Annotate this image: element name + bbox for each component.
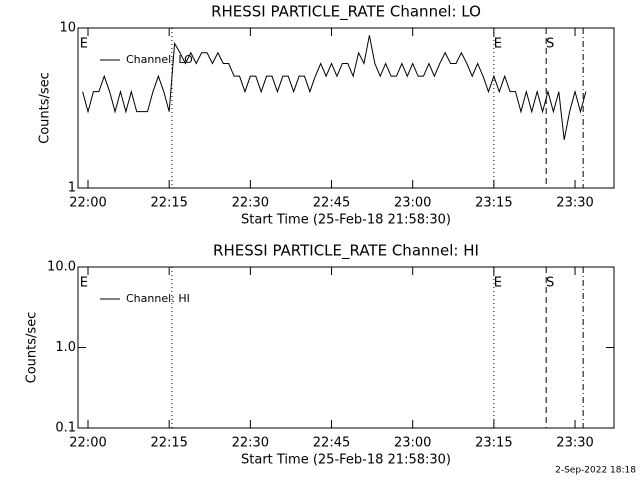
x-tick-label: 22:30 — [232, 196, 269, 211]
data-line — [82, 35, 587, 140]
timestamp: 2-Sep-2022 18:18 — [555, 466, 636, 476]
y-axis-label: Counts/sec — [38, 72, 53, 144]
marker-label: S — [546, 276, 554, 291]
x-tick-label: 23:15 — [475, 436, 512, 451]
x-tick-label: 22:00 — [69, 436, 106, 451]
x-tick-label: 23:00 — [394, 436, 431, 451]
x-tick-label: 22:15 — [150, 436, 187, 451]
legend-label: Channel: LO — [126, 53, 193, 66]
x-tick-label: 22:00 — [69, 196, 106, 211]
x-axis-label: Start Time (25-Feb-18 21:58:30) — [241, 213, 451, 228]
marker-label: E — [494, 276, 502, 291]
marker-label: E — [80, 37, 88, 52]
x-tick-label: 23:15 — [475, 196, 512, 211]
x-tick-label: 23:30 — [556, 436, 593, 451]
y-tick-label: 0.1 — [55, 421, 76, 436]
x-tick-label: 23:30 — [556, 196, 593, 211]
marker-label: S — [546, 37, 554, 52]
y-tick-label: 10 — [59, 21, 76, 36]
legend-label: Channel: HI — [126, 292, 190, 305]
x-tick-label: 22:15 — [150, 196, 187, 211]
marker-label: E — [80, 276, 88, 291]
plot-frame — [77, 27, 615, 189]
x-tick-label: 22:30 — [232, 436, 269, 451]
y-tick-label: 1 — [68, 181, 76, 196]
y-tick-label: 1.0 — [55, 340, 76, 355]
x-tick-label: 22:45 — [313, 436, 350, 451]
y-axis-label: Counts/sec — [25, 312, 40, 384]
x-axis-label: Start Time (25-Feb-18 21:58:30) — [241, 453, 451, 468]
marker-label: E — [494, 37, 502, 52]
chart-title: RHESSI PARTICLE_RATE Channel: HI — [213, 242, 479, 261]
chart-title: RHESSI PARTICLE_RATE Channel: LO — [211, 3, 481, 22]
x-tick-label: 22:45 — [313, 196, 350, 211]
x-tick-label: 23:00 — [394, 196, 431, 211]
y-tick-label: 10.0 — [47, 260, 76, 275]
